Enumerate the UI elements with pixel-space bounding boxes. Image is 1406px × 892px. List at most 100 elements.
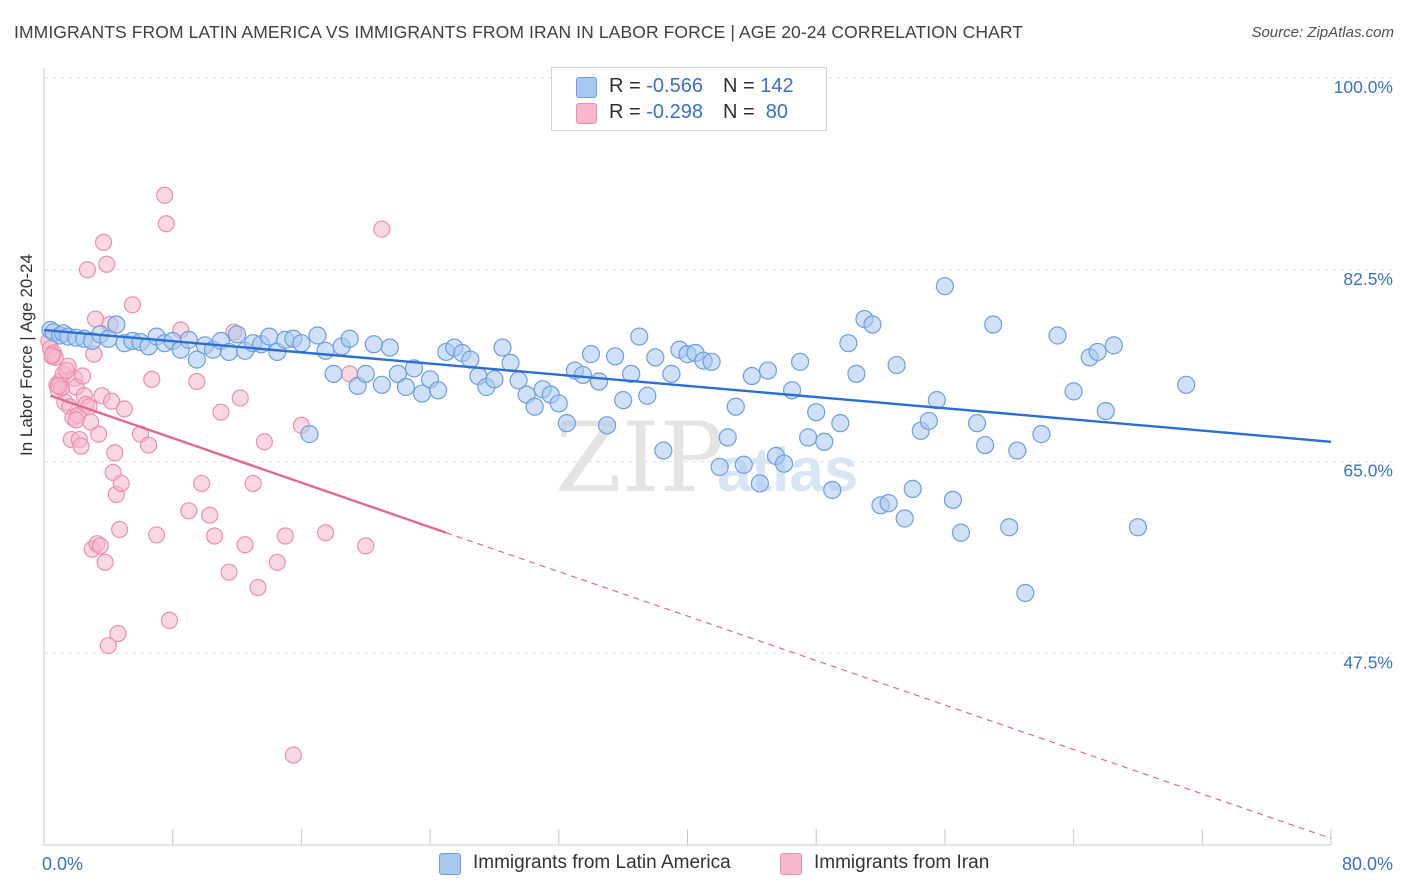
latin-america-point bbox=[1016, 583, 1035, 603]
iran-point bbox=[357, 537, 375, 555]
iran-trendline bbox=[50, 394, 447, 534]
y-tick-label: 82.5% bbox=[1343, 269, 1393, 289]
n-label: N = bbox=[722, 101, 761, 123]
legend-swatch-blue bbox=[576, 77, 597, 98]
latin-america-point bbox=[227, 325, 247, 344]
tick-labels: 47.5% 65.0% 82.5% 100.0% 0.0% 80.0% bbox=[42, 77, 1393, 874]
iran-point bbox=[148, 526, 166, 544]
iran-point bbox=[90, 425, 108, 443]
latin-america-point bbox=[324, 364, 343, 383]
latin-america-point bbox=[573, 365, 593, 385]
iran-point bbox=[102, 392, 121, 410]
latin-america-point bbox=[742, 366, 761, 386]
iran-point bbox=[143, 370, 161, 388]
watermark-zip: ZIP bbox=[555, 402, 724, 514]
latin-america-point bbox=[1177, 375, 1196, 394]
latin-america-point bbox=[984, 315, 1003, 334]
latin-america-point bbox=[823, 480, 842, 500]
latin-america-point bbox=[1096, 401, 1115, 421]
latin-america-point bbox=[662, 364, 681, 383]
latin-america-point bbox=[597, 416, 617, 435]
latin-america-point bbox=[895, 509, 914, 528]
x-tick-label: 0.0% bbox=[42, 854, 83, 874]
latin-america-point bbox=[549, 394, 568, 413]
iran-point bbox=[373, 220, 391, 238]
legend-swatch-pink bbox=[780, 853, 802, 875]
latin-america-point bbox=[107, 315, 126, 334]
latin-america-point bbox=[638, 386, 657, 405]
y-axis-label: In Labor Force | Age 20-24 bbox=[17, 254, 36, 456]
iran-point bbox=[220, 563, 238, 581]
latin-america-point bbox=[943, 490, 963, 509]
iran-points bbox=[40, 186, 391, 764]
iran-point bbox=[160, 611, 179, 629]
latin-america-point bbox=[179, 330, 198, 349]
iran-point bbox=[201, 506, 219, 524]
legend-swatch-pink bbox=[576, 103, 597, 124]
latin-america-point bbox=[1032, 425, 1051, 444]
iran-point bbox=[74, 367, 92, 385]
iran-point bbox=[99, 636, 117, 655]
iran-point bbox=[156, 186, 174, 204]
r-label: R = bbox=[609, 75, 647, 97]
iran-point bbox=[112, 474, 130, 493]
latin-america-point bbox=[815, 432, 834, 451]
iran-point bbox=[276, 527, 294, 545]
latin-america-point bbox=[863, 315, 882, 334]
latin-america-point bbox=[187, 350, 206, 369]
legend-swatch-blue bbox=[439, 853, 461, 875]
iran-point bbox=[205, 527, 224, 545]
latin-america-point bbox=[364, 335, 383, 354]
latin-america-point bbox=[646, 348, 665, 367]
n-label: N = bbox=[722, 75, 761, 97]
latin-america-point bbox=[919, 411, 938, 431]
latin-america-point bbox=[630, 327, 649, 346]
latin-america-point bbox=[976, 435, 995, 455]
iran-point bbox=[316, 524, 335, 542]
latin-america-point bbox=[903, 479, 922, 498]
latin-america-point bbox=[807, 403, 826, 422]
latin-america-point bbox=[758, 361, 778, 380]
iran-point bbox=[255, 433, 273, 451]
x-tick-label: 80.0% bbox=[1342, 854, 1393, 874]
iran-point bbox=[212, 403, 230, 421]
latin-america-point bbox=[847, 364, 866, 383]
latin-america-point bbox=[493, 338, 512, 357]
legend-label: Immigrants from Latin America bbox=[473, 852, 731, 873]
latin-america-point bbox=[887, 355, 906, 375]
source-label: Source: ZipAtlas.com bbox=[1251, 24, 1394, 41]
latin-america-point bbox=[404, 359, 424, 378]
latin-america-point bbox=[372, 375, 391, 394]
iran-point bbox=[180, 502, 198, 520]
iran-point bbox=[284, 746, 302, 764]
iran-point bbox=[188, 372, 206, 391]
latin-america-point bbox=[967, 414, 987, 433]
y-tick-label: 47.5% bbox=[1343, 652, 1393, 672]
latin-america-point bbox=[308, 326, 327, 345]
latin-america-point bbox=[702, 352, 721, 371]
iran-point bbox=[72, 437, 90, 455]
iran-point bbox=[115, 400, 134, 418]
iran-point bbox=[86, 310, 105, 328]
latin-america-point bbox=[654, 441, 673, 460]
legend-text: R = -0.566 N = 142 bbox=[609, 75, 794, 98]
latin-america-point bbox=[525, 397, 544, 416]
latin-america-trendline bbox=[43, 328, 1332, 443]
latin-america-point bbox=[292, 334, 311, 353]
latin-america-point bbox=[356, 364, 375, 383]
iran-point bbox=[109, 624, 127, 643]
latin-america-point bbox=[734, 455, 753, 474]
latin-america-point bbox=[951, 523, 971, 542]
iran-point bbox=[111, 520, 129, 539]
iran-point bbox=[157, 215, 175, 233]
latin-america-point bbox=[750, 474, 769, 493]
iran-point bbox=[94, 233, 113, 251]
r-label: R = bbox=[609, 101, 647, 123]
chart-title: IMMIGRANTS FROM LATIN AMERICA VS IMMIGRA… bbox=[14, 22, 1024, 42]
r-value: -0.566 bbox=[646, 75, 703, 97]
latin-america-point bbox=[831, 414, 850, 433]
latin-america-point bbox=[340, 329, 359, 348]
iran-point bbox=[139, 436, 158, 454]
latin-america-point bbox=[396, 377, 416, 397]
